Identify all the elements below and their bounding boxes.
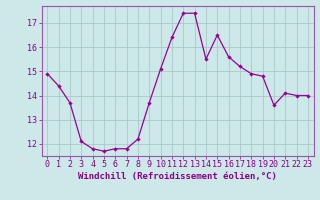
X-axis label: Windchill (Refroidissement éolien,°C): Windchill (Refroidissement éolien,°C) (78, 172, 277, 181)
